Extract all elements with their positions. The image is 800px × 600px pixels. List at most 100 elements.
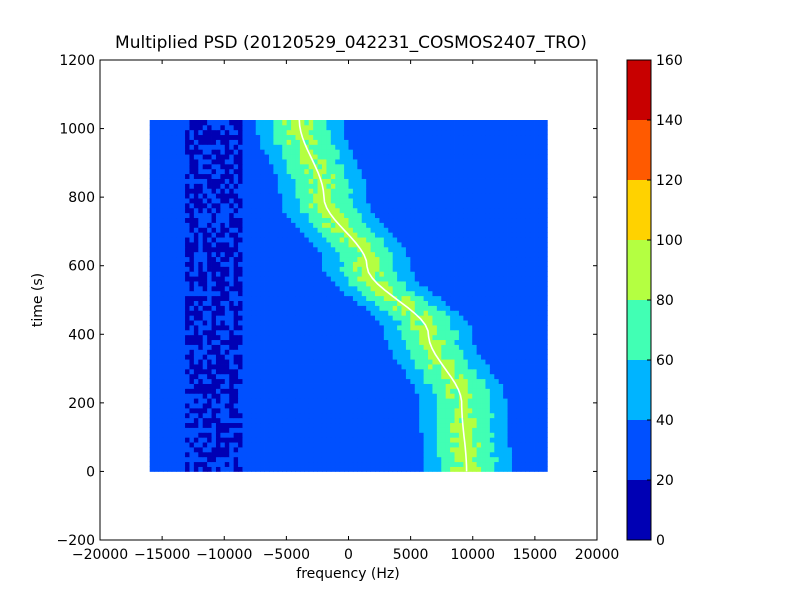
heatmap-cell: [357, 305, 363, 311]
heatmap-cell: [255, 251, 261, 258]
heatmap-cell: [520, 368, 526, 375]
heatmap-cell: [414, 261, 420, 267]
heatmap-cell: [397, 354, 402, 360]
heatmap-cell: [370, 339, 376, 345]
heatmap-cell: [503, 437, 508, 443]
heatmap-cell: [463, 237, 469, 243]
heatmap-cell: [344, 451, 349, 458]
heatmap-cell: [189, 315, 195, 321]
heatmap-cell: [260, 232, 265, 238]
heatmap-cell: [383, 251, 389, 258]
heatmap-cell: [255, 437, 261, 443]
heatmap-cell: [401, 227, 407, 233]
heatmap-cell: [202, 422, 208, 428]
heatmap-cell: [229, 334, 235, 341]
heatmap-cell: [295, 305, 301, 311]
heatmap-cell: [268, 432, 274, 438]
heatmap-cell: [299, 344, 305, 350]
heatmap-cell: [308, 442, 314, 448]
heatmap-cell: [304, 198, 310, 204]
heatmap-cell: [507, 422, 513, 428]
heatmap-cell: [185, 256, 190, 262]
heatmap-cell: [211, 447, 217, 453]
heatmap-cell: [330, 266, 336, 272]
heatmap-cell: [295, 417, 301, 424]
heatmap-cell: [375, 325, 380, 331]
heatmap-cell: [317, 417, 323, 424]
heatmap-cell: [158, 281, 164, 287]
heatmap-cell: [277, 222, 283, 228]
heatmap-cell: [299, 422, 305, 428]
heatmap-cell: [202, 310, 208, 316]
heatmap-cell: [467, 242, 473, 248]
heatmap-cell: [467, 305, 473, 311]
heatmap-cell: [348, 300, 354, 306]
heatmap-cell: [238, 246, 243, 253]
heatmap-cell: [397, 242, 402, 248]
heatmap-cell: [317, 378, 323, 384]
heatmap-cell: [414, 310, 420, 316]
heatmap-cell: [441, 300, 447, 306]
heatmap-cell: [335, 383, 341, 389]
heatmap-cell: [211, 207, 217, 214]
heatmap-cell: [176, 198, 182, 204]
heatmap-cell: [529, 320, 535, 326]
heatmap-cell: [472, 354, 478, 360]
heatmap-cell: [224, 202, 230, 209]
heatmap-cell: [498, 320, 504, 326]
heatmap-cell: [286, 261, 292, 267]
heatmap-cell: [189, 207, 195, 214]
heatmap-cell: [361, 354, 367, 360]
heatmap-cell: [220, 354, 226, 360]
heatmap-cell: [277, 437, 283, 443]
heatmap-cell: [463, 368, 469, 375]
heatmap-cell: [246, 285, 252, 292]
heatmap-cell: [335, 403, 341, 409]
heatmap-cell: [308, 232, 314, 238]
heatmap-cell: [176, 266, 182, 272]
heatmap-cell: [268, 285, 274, 292]
heatmap-cell: [476, 359, 482, 365]
heatmap-cell: [516, 364, 522, 370]
heatmap-cell: [481, 339, 486, 345]
heatmap-cell: [255, 320, 261, 326]
heatmap-cell: [494, 217, 500, 223]
heatmap-cell: [423, 290, 429, 297]
heatmap-cell: [176, 422, 182, 428]
heatmap-cell: [321, 242, 327, 248]
heatmap-cell: [348, 305, 354, 311]
heatmap-cell: [383, 378, 389, 384]
heatmap-cell: [211, 466, 217, 472]
heatmap-cell: [503, 461, 508, 467]
heatmap-cell: [467, 237, 473, 243]
heatmap-cell: [507, 276, 513, 282]
heatmap-cell: [193, 276, 199, 282]
heatmap-cell: [405, 407, 411, 414]
heatmap-cell: [472, 271, 478, 277]
heatmap-cell: [423, 407, 429, 414]
heatmap-cell: [189, 271, 195, 277]
heatmap-cell: [282, 378, 288, 384]
heatmap-cell: [538, 285, 544, 292]
heatmap-cell: [357, 325, 363, 331]
heatmap-cell: [467, 251, 473, 258]
heatmap-cell: [268, 349, 274, 355]
heatmap-cell: [224, 412, 230, 419]
heatmap-cell: [162, 354, 168, 360]
heatmap-cell: [419, 417, 424, 424]
heatmap-cell: [445, 207, 451, 214]
heatmap-cell: [375, 398, 380, 404]
heatmap-cell: [308, 437, 314, 443]
heatmap-cell: [450, 242, 455, 248]
heatmap-cell: [419, 407, 424, 414]
heatmap-cell: [330, 442, 336, 448]
heatmap-cell: [476, 412, 482, 419]
heatmap-cell: [370, 271, 376, 277]
heatmap-cell: [498, 217, 504, 223]
chart-title: Multiplied PSD (20120529_042231_COSMOS24…: [115, 33, 587, 53]
heatmap-cell: [463, 329, 469, 336]
heatmap-cell: [154, 325, 159, 331]
heatmap-cell: [268, 403, 274, 409]
heatmap-cell: [467, 437, 473, 443]
heatmap-cell: [498, 456, 504, 463]
